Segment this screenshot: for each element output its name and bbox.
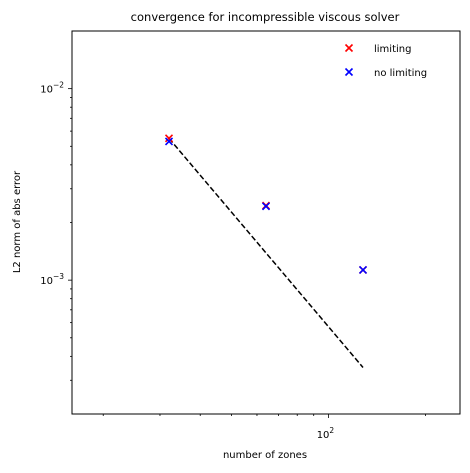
y-tick-label: 10−2	[40, 81, 64, 96]
legend-marker	[344, 67, 354, 77]
x-tick-label: 102	[317, 426, 335, 441]
y-tick-exponent: −2	[53, 81, 64, 90]
legend: limiting no limiting	[344, 43, 427, 79]
marker-stroke	[164, 137, 174, 146]
y-tick-exponent: −3	[53, 272, 64, 281]
x-tick-exponent: 2	[329, 426, 334, 435]
y-axis-label: L2 norm of abs error	[12, 170, 23, 273]
marker-stroke	[344, 67, 354, 77]
legend-label: no limiting	[374, 68, 427, 79]
chart-title: convergence for incompressible viscous s…	[131, 10, 400, 24]
data-point-series-0	[164, 134, 174, 143]
x-axis-label: number of zones	[223, 450, 307, 461]
data-point-series-1	[164, 137, 174, 146]
y-tick-label: 10−3	[40, 272, 64, 287]
reference-line	[168, 137, 364, 368]
legend-label: limiting	[374, 44, 411, 55]
marker-stroke	[358, 265, 368, 275]
data-point-series-1	[261, 202, 271, 211]
legend-marker	[344, 43, 354, 53]
marker-stroke	[164, 134, 174, 143]
data-point-series-1	[358, 265, 368, 275]
plot-area: 102 10−2 10−3	[40, 30, 461, 441]
marker-stroke	[344, 43, 354, 53]
plot-frame	[71, 30, 461, 415]
marker-stroke	[261, 202, 271, 211]
